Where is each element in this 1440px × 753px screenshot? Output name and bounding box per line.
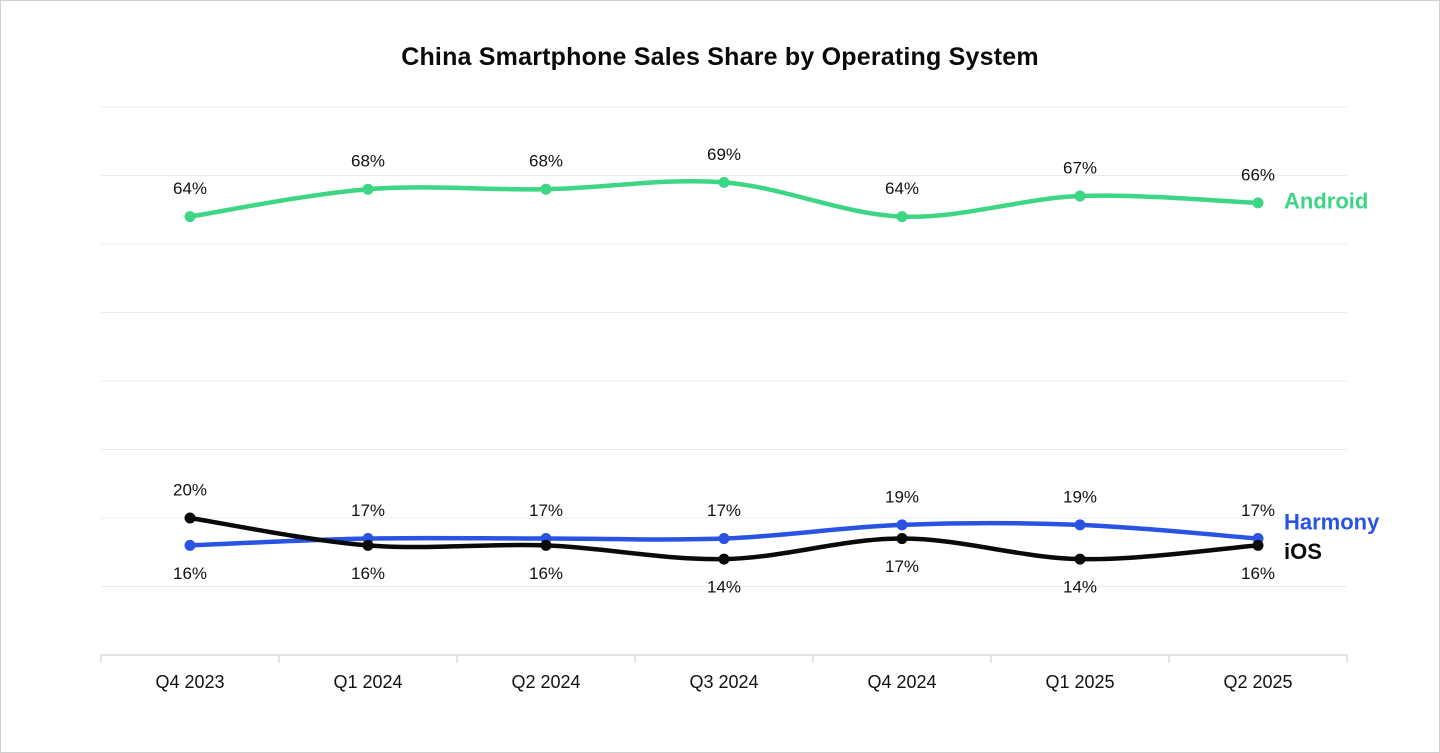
series-end-label-harmony: Harmony [1284, 509, 1380, 534]
data-label-ios: 14% [707, 578, 741, 597]
data-label-ios: 20% [173, 480, 207, 499]
data-label-ios: 16% [529, 564, 563, 583]
data-point-ios [1252, 539, 1264, 551]
series-end-label-android: Android [1284, 189, 1368, 214]
x-axis-label: Q2 2025 [1223, 672, 1292, 692]
data-point-android [184, 211, 196, 223]
x-axis-label: Q4 2023 [155, 672, 224, 692]
data-point-ios [896, 533, 908, 545]
data-point-android [1074, 190, 1086, 202]
data-label-harmony: 19% [1063, 487, 1097, 506]
data-point-ios [1074, 553, 1086, 565]
data-label-android: 66% [1241, 165, 1275, 184]
series-end-label-ios: iOS [1284, 539, 1322, 564]
x-axis-label: Q1 2024 [333, 672, 402, 692]
data-label-android: 64% [885, 179, 919, 198]
data-point-android [718, 176, 730, 188]
data-point-harmony [896, 519, 908, 531]
data-point-harmony [718, 533, 730, 545]
data-label-android: 68% [351, 152, 385, 171]
data-point-ios [718, 553, 730, 565]
data-point-ios [540, 539, 552, 551]
data-label-ios: 14% [1063, 578, 1097, 597]
data-point-harmony [184, 539, 196, 551]
data-label-ios: 16% [351, 564, 385, 583]
x-axis-label: Q3 2024 [689, 672, 758, 692]
data-label-harmony: 17% [351, 501, 385, 520]
data-point-ios [184, 512, 196, 524]
data-label-android: 64% [173, 179, 207, 198]
data-point-android [896, 211, 908, 223]
data-point-ios [362, 539, 374, 551]
data-label-android: 68% [529, 152, 563, 171]
data-label-harmony: 16% [173, 564, 207, 583]
x-axis-label: Q4 2024 [867, 672, 936, 692]
data-label-harmony: 17% [529, 501, 563, 520]
data-label-ios: 16% [1241, 564, 1275, 583]
data-label-ios: 17% [885, 557, 919, 576]
data-label-harmony: 17% [1241, 501, 1275, 520]
x-axis-label: Q2 2024 [511, 672, 580, 692]
data-label-android: 67% [1063, 159, 1097, 178]
data-point-android [540, 183, 552, 195]
data-label-harmony: 19% [885, 487, 919, 506]
data-point-android [362, 183, 374, 195]
x-axis-label: Q1 2025 [1045, 672, 1114, 692]
data-label-android: 69% [707, 145, 741, 164]
data-point-android [1252, 197, 1264, 209]
chart-title: China Smartphone Sales Share by Operatin… [401, 43, 1039, 71]
data-point-harmony [1074, 519, 1086, 531]
data-label-harmony: 17% [707, 501, 741, 520]
